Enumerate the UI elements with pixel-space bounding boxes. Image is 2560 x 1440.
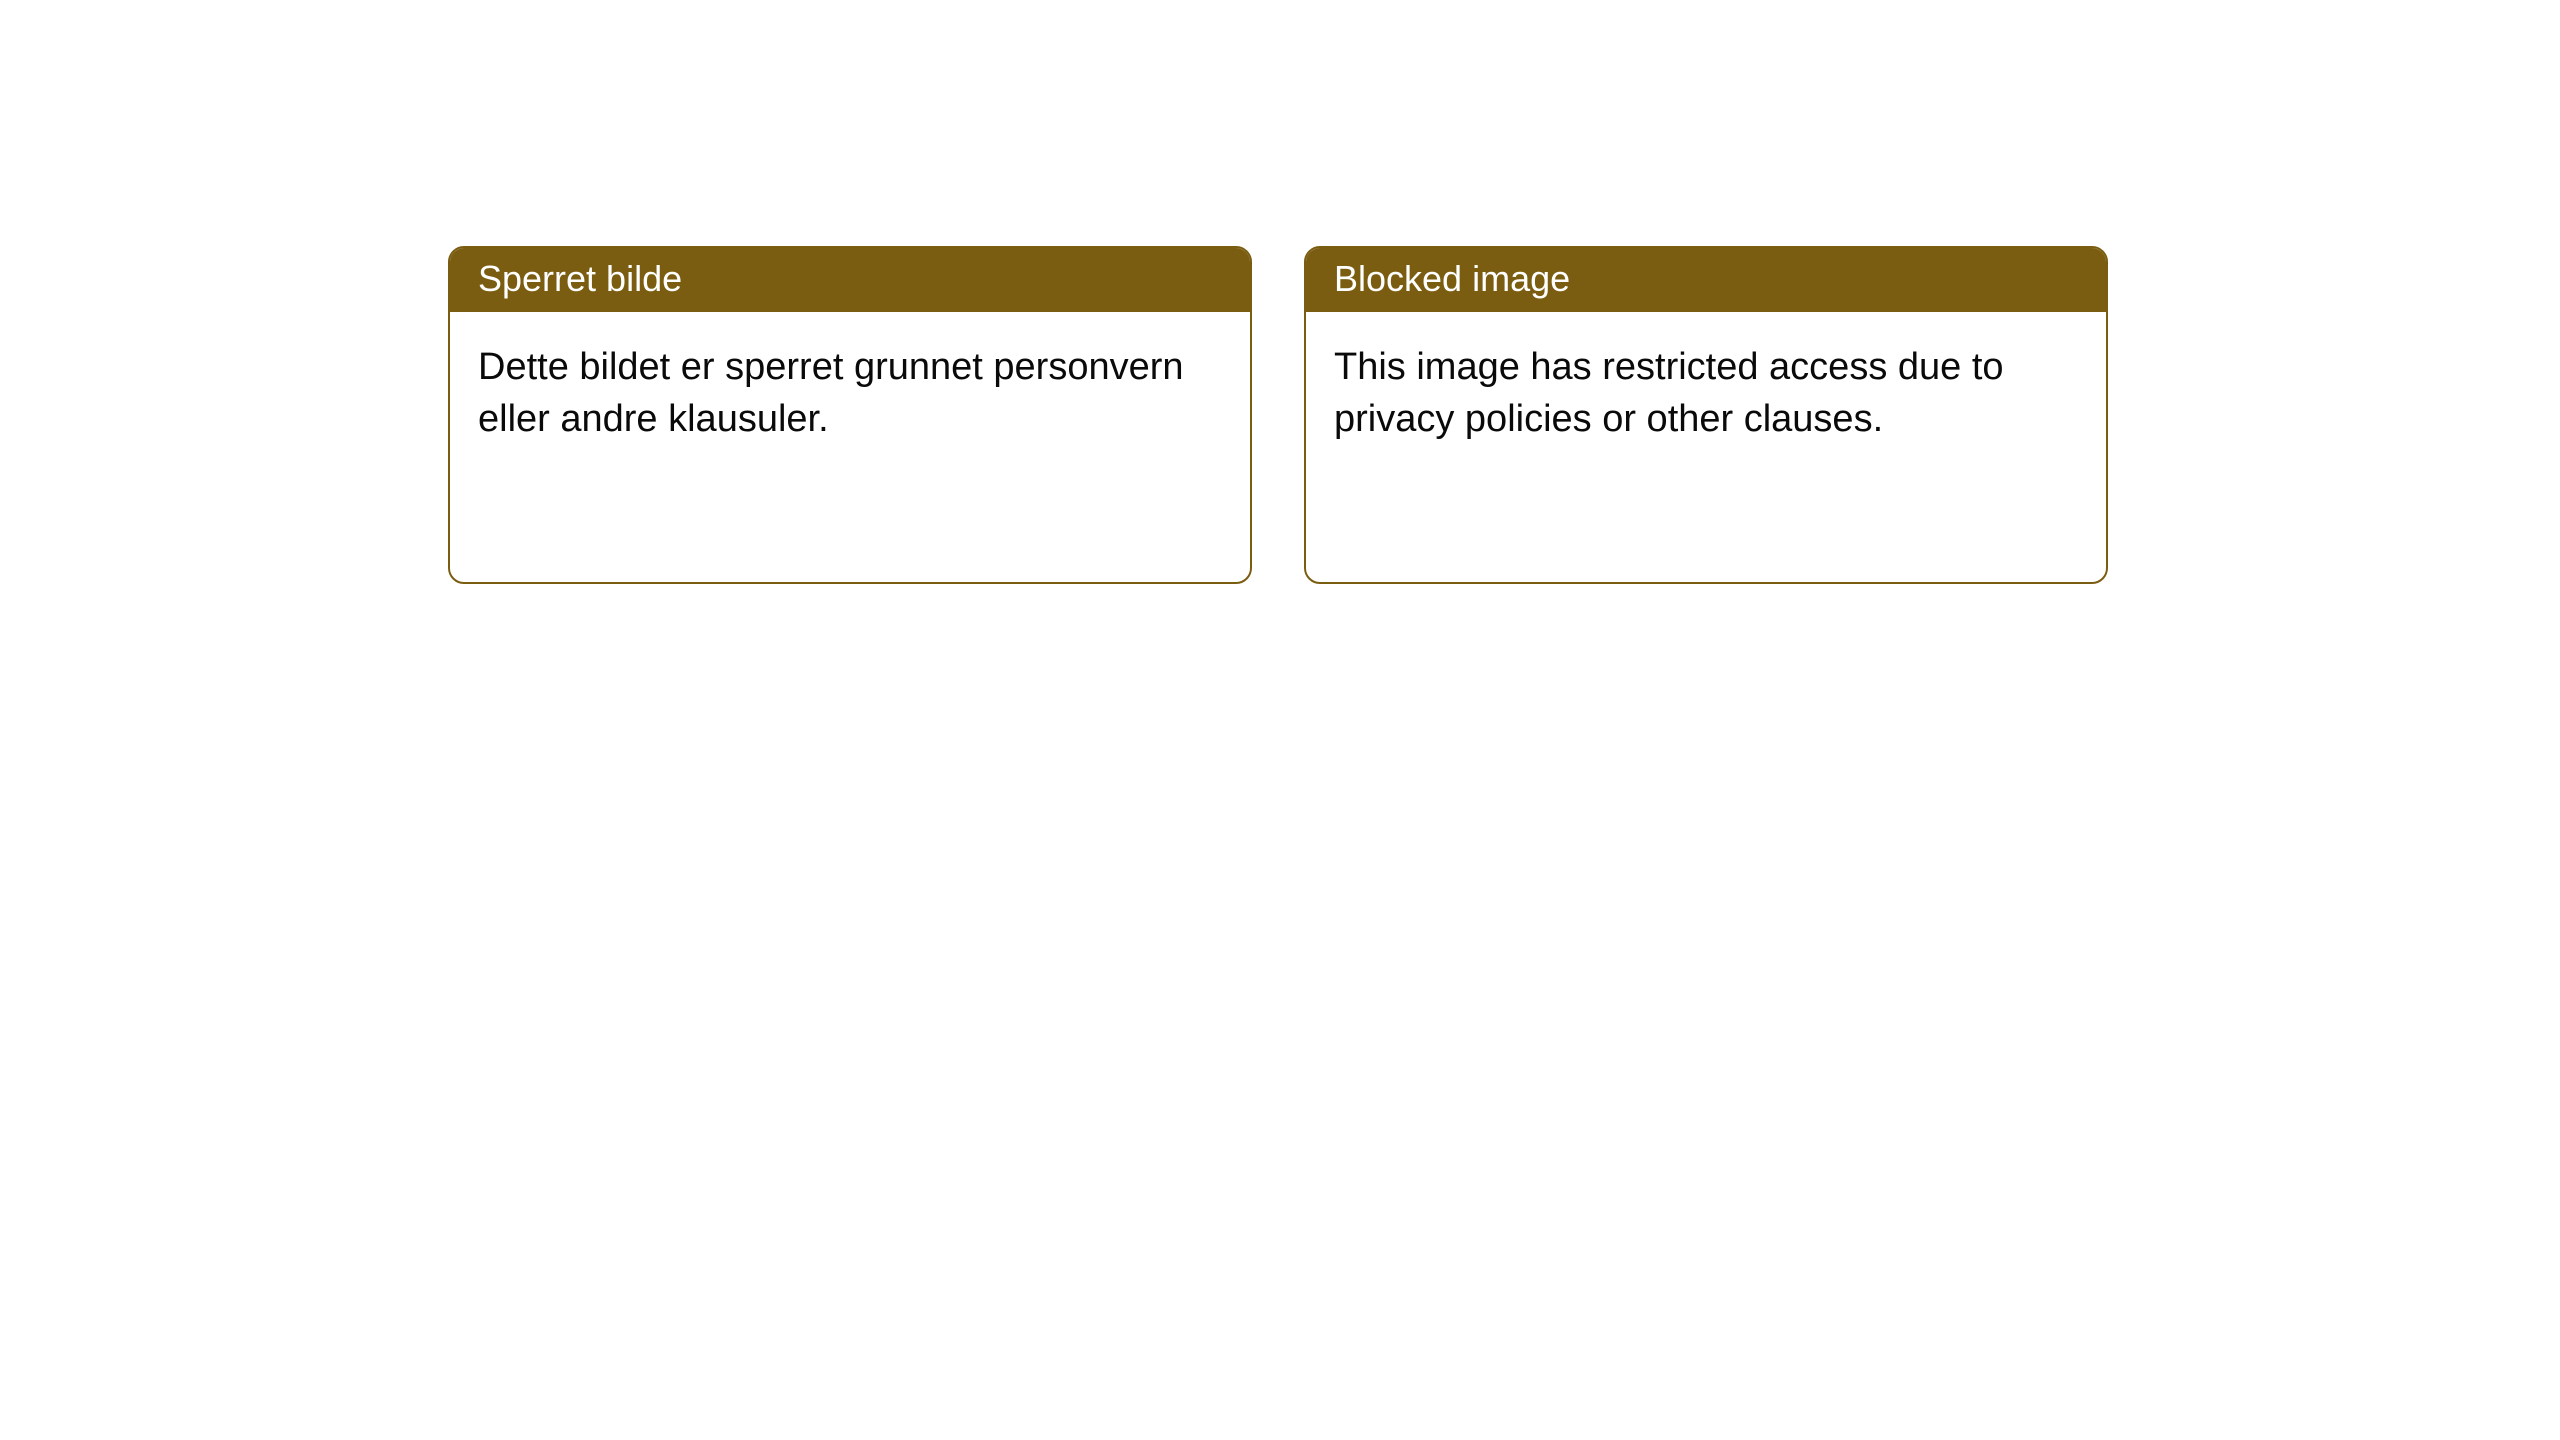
- card-header-norwegian: Sperret bilde: [450, 248, 1250, 312]
- card-header-english: Blocked image: [1306, 248, 2106, 312]
- card-english: Blocked image This image has restricted …: [1304, 246, 2108, 584]
- card-body-english: This image has restricted access due to …: [1306, 312, 2106, 582]
- card-norwegian: Sperret bilde Dette bildet er sperret gr…: [448, 246, 1252, 584]
- cards-container: Sperret bilde Dette bildet er sperret gr…: [448, 246, 2108, 584]
- card-body-norwegian: Dette bildet er sperret grunnet personve…: [450, 312, 1250, 582]
